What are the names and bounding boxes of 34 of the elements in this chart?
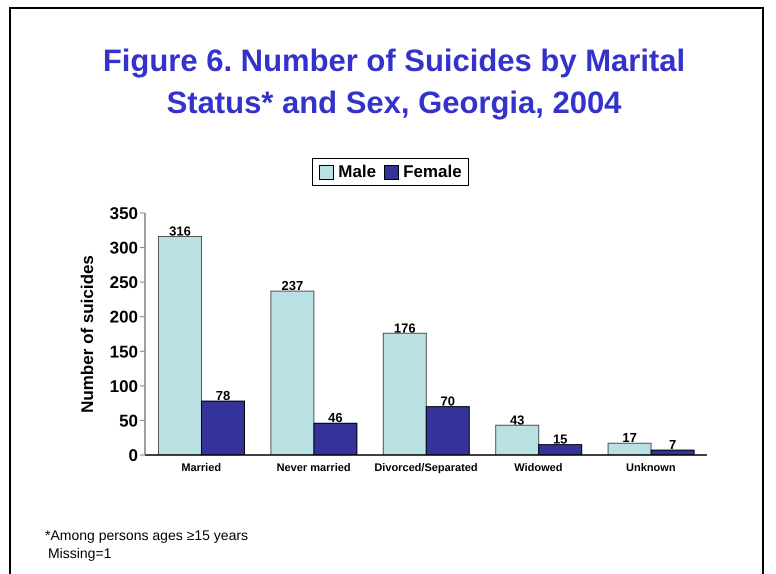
x-tick-label: Unknown bbox=[626, 462, 676, 474]
text: *Among persons ages ≥15 years bbox=[45, 527, 248, 543]
data-label: 70 bbox=[440, 394, 456, 409]
bar bbox=[270, 290, 314, 455]
data-label: 43 bbox=[510, 412, 524, 428]
y-tick-label: 150 bbox=[110, 342, 138, 362]
chart-title: Figure 6. Number of Suicides by Marital Status* and Sex, Georgia, 2004 bbox=[102, 42, 686, 122]
x-tick-label: Married bbox=[181, 462, 222, 474]
y-tick-label: 0 bbox=[128, 446, 138, 466]
legend-label: Male bbox=[338, 162, 376, 182]
bar bbox=[382, 332, 427, 455]
y-tick-label: 200 bbox=[110, 308, 138, 327]
data-label: 15 bbox=[552, 432, 568, 447]
data-label: 176 bbox=[394, 320, 416, 336]
bar bbox=[608, 442, 652, 455]
bar bbox=[495, 424, 540, 455]
data-label: 46 bbox=[328, 410, 343, 426]
y-axis-title: Number of suicides bbox=[78, 255, 98, 413]
data-label: 17 bbox=[622, 430, 637, 446]
y-tick-label: 100 bbox=[110, 376, 138, 396]
data-label: 7 bbox=[668, 437, 676, 452]
legend-label: Female bbox=[403, 162, 462, 182]
text: Missing=1 bbox=[48, 545, 112, 561]
y-tick-label: 50 bbox=[119, 411, 138, 430]
y-tick-label: 300 bbox=[110, 238, 138, 258]
bar bbox=[158, 236, 202, 455]
data-label: 316 bbox=[169, 224, 191, 239]
y-tick-label: 350 bbox=[110, 204, 138, 224]
data-label: 78 bbox=[216, 388, 230, 404]
x-tick-label: Widowed bbox=[514, 462, 562, 474]
data-label: 237 bbox=[282, 278, 304, 294]
x-tick-label: Never married bbox=[276, 462, 351, 474]
x-tick-label: Divorced/Separated bbox=[374, 462, 478, 474]
y-tick-label: 250 bbox=[110, 273, 138, 292]
